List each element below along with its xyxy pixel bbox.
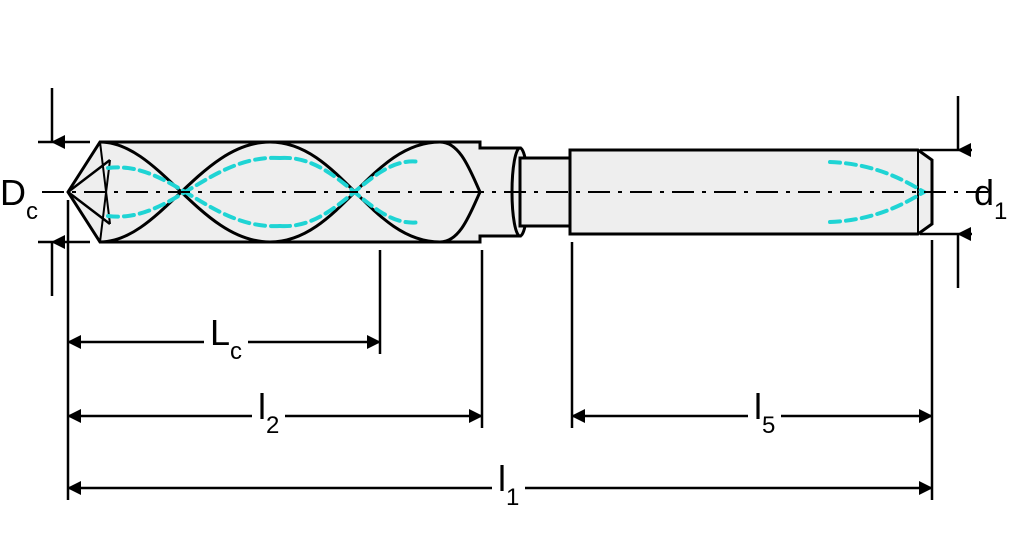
extension-lines: [68, 200, 932, 500]
label-l5: l5: [748, 386, 781, 434]
label-l2: l2: [252, 386, 285, 434]
label-d1: d1: [974, 172, 1007, 220]
label-l1: l1: [492, 458, 525, 506]
label-Dc: Dc: [0, 172, 38, 220]
label-Lc: Lc: [204, 312, 248, 360]
drill-diagram: [0, 0, 1024, 536]
